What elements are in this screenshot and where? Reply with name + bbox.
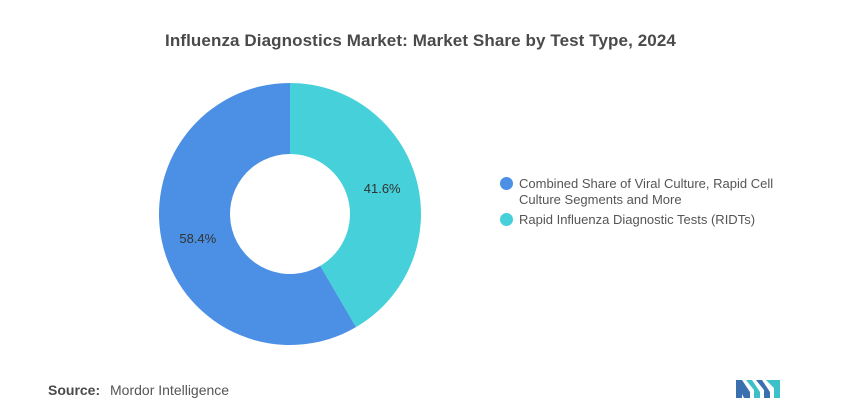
source-note: Source: Mordor Intelligence bbox=[48, 382, 229, 398]
mordor-intelligence-logo-icon bbox=[736, 380, 780, 398]
donut-slice-combined-share bbox=[158, 83, 356, 345]
legend-swatch-ridts bbox=[500, 213, 513, 226]
donut-slice-ridts bbox=[290, 83, 421, 328]
chart-title: Influenza Diagnostics Market: Market Sha… bbox=[165, 31, 676, 50]
source-label: Source: bbox=[48, 382, 101, 398]
slice-labels: 41.6% 58.4% bbox=[179, 181, 401, 246]
legend-label-ridts: Rapid Influenza Diagnostic Tests (RIDTs) bbox=[519, 212, 756, 227]
legend-item-ridts: Rapid Influenza Diagnostic Tests (RIDTs) bbox=[500, 212, 790, 228]
legend-swatch-combined-share bbox=[500, 177, 513, 190]
slice-label-combined-share: 58.4% bbox=[179, 231, 216, 246]
source-text: Mordor Intelligence bbox=[110, 382, 230, 398]
slice-label-ridts: 41.6% bbox=[364, 181, 401, 196]
chart-legend: Combined Share of Viral Culture, Rapid C… bbox=[500, 176, 790, 232]
legend-label-combined-share: Combined Share of Viral Culture, Rapid C… bbox=[519, 176, 774, 207]
donut-slices bbox=[158, 83, 421, 345]
legend-item-combined-share: Combined Share of Viral Culture, Rapid C… bbox=[500, 176, 790, 208]
